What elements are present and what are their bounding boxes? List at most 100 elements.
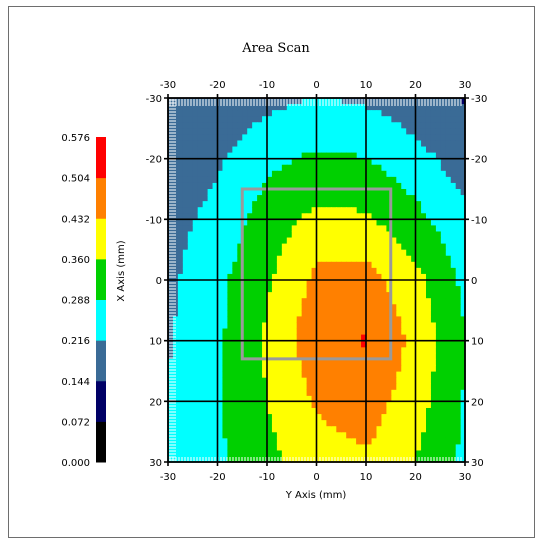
contour-band-2 — [168, 98, 466, 360]
contour-cell — [262, 122, 268, 129]
contour-cell — [207, 158, 214, 166]
contour-cell — [247, 225, 253, 233]
contour-cell — [172, 322, 179, 330]
contour-cell — [346, 213, 352, 220]
contour-cell — [257, 298, 263, 305]
contour-cell — [227, 146, 233, 154]
contour-cell — [222, 407, 228, 415]
contour-cell — [351, 128, 357, 135]
contour-cell — [366, 425, 372, 433]
contour-cell — [217, 352, 224, 360]
contour-cell — [182, 371, 189, 378]
contour-cell — [257, 122, 263, 129]
contour-cell — [336, 328, 342, 336]
contour-cell — [168, 104, 174, 111]
contour-cell — [366, 140, 372, 148]
contour-cell — [187, 346, 194, 354]
contour-cell — [346, 261, 352, 269]
contour-cell — [366, 358, 372, 366]
contour-cell — [182, 207, 189, 214]
contour-cell — [291, 158, 298, 166]
contour-cell — [390, 170, 397, 178]
contour-cell — [361, 286, 367, 293]
contour-cell — [276, 249, 283, 257]
contour-cell — [212, 237, 219, 245]
contour-cell — [326, 407, 332, 415]
contour-cell — [267, 140, 273, 148]
contour-cell — [410, 237, 417, 245]
contour-cell — [187, 207, 194, 214]
contour-cell — [172, 425, 179, 433]
contour-cell — [460, 401, 466, 408]
contour-cell — [415, 316, 422, 324]
contour-cell — [331, 225, 337, 233]
contour-cell — [370, 219, 377, 226]
contour-cell — [326, 158, 332, 166]
contour-cell — [237, 401, 243, 408]
contour-cell — [331, 346, 337, 354]
contour-cell — [276, 164, 283, 172]
contour-cell — [400, 407, 407, 415]
contour-cell — [187, 249, 194, 257]
contour-cell — [410, 261, 417, 269]
contour-cell — [410, 443, 417, 451]
contour-cell — [296, 286, 303, 293]
contour-cell — [207, 189, 214, 196]
contour-cell — [346, 377, 352, 384]
contour-cell — [351, 431, 357, 439]
contour-cell — [346, 431, 352, 439]
contour-cell — [187, 389, 194, 396]
contour-cell — [331, 201, 337, 208]
contour-cell — [202, 328, 209, 336]
contour-cell — [455, 383, 461, 390]
contour-cell — [286, 237, 293, 245]
contour-cell — [336, 176, 342, 184]
contour-cell — [262, 413, 268, 421]
contour-cell — [390, 377, 397, 384]
contour-cell — [326, 449, 332, 457]
contour-cell — [281, 383, 288, 390]
contour-cell — [366, 298, 372, 305]
contour-cell — [207, 225, 214, 233]
contour-cell — [316, 213, 323, 220]
contour-cell — [321, 110, 327, 117]
contour-cell — [415, 182, 422, 190]
contour-cell — [346, 328, 352, 336]
contour-cell — [455, 249, 461, 257]
contour-cell — [370, 128, 377, 135]
contour-cell — [168, 395, 174, 402]
contour-cell — [172, 110, 179, 117]
contour-cell — [237, 280, 243, 287]
contour-cell — [296, 310, 303, 317]
contour-cell — [242, 383, 248, 390]
contour-cell — [331, 134, 337, 142]
contour-cell — [435, 425, 441, 433]
contour-cell — [400, 364, 407, 372]
contour-cell — [460, 237, 466, 245]
contour-cell — [202, 358, 209, 366]
contour-cell — [202, 140, 209, 148]
contour-cell — [237, 455, 243, 463]
contour-cell — [445, 310, 451, 317]
contour-cell — [415, 207, 422, 214]
contour-cell — [271, 431, 278, 439]
contour-cell — [306, 352, 313, 360]
contour-cell — [202, 158, 209, 166]
contour-cell — [390, 249, 397, 257]
contour-cell — [177, 292, 184, 299]
contour-cell — [276, 383, 283, 390]
contour-cell — [197, 164, 204, 172]
contour-cell — [281, 152, 288, 160]
contour-cell — [380, 383, 387, 390]
contour-cell — [430, 122, 436, 129]
contour-cell — [361, 383, 367, 390]
contour-cell — [311, 104, 318, 111]
contour-cell — [425, 261, 431, 269]
contour-cell — [182, 389, 189, 396]
contour-cell — [217, 152, 224, 160]
contour-cell — [385, 346, 392, 354]
contour-cell — [202, 316, 209, 324]
contour-cell — [450, 98, 456, 105]
contour-cell — [222, 316, 228, 324]
contour-cell — [405, 364, 412, 372]
